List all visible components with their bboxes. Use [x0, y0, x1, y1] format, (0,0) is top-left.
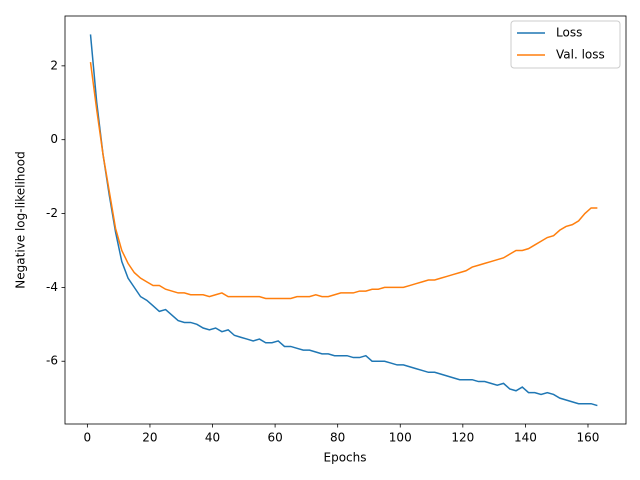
y-tick-label: 2 — [50, 58, 58, 72]
legend-label: Loss — [556, 26, 582, 40]
line-series — [89, 62, 598, 300]
plot-frame — [64, 15, 627, 425]
y-tick-label: 0 — [50, 132, 58, 146]
x-tick-label: 80 — [330, 431, 345, 445]
x-tick-label: 60 — [267, 431, 282, 445]
x-tick-label: 100 — [389, 431, 412, 445]
x-axis-label: Epochs — [324, 451, 367, 465]
y-axis-label: Negative log-likelihood — [14, 151, 28, 288]
x-tick-label: 140 — [514, 431, 537, 445]
x-tick-label: 0 — [84, 431, 92, 445]
x-tick-label: 40 — [205, 431, 220, 445]
x-tick-label: 160 — [577, 431, 600, 445]
legend: Loss Val. loss — [510, 20, 621, 69]
y-tick-label: -6 — [46, 354, 58, 368]
x-tick-label: 20 — [142, 431, 157, 445]
line-series — [89, 34, 598, 407]
x-tick-label: 120 — [451, 431, 474, 445]
y-tick-label: -4 — [46, 280, 58, 294]
y-tick-label: -2 — [46, 206, 58, 220]
legend-label: Val. loss — [556, 48, 605, 62]
